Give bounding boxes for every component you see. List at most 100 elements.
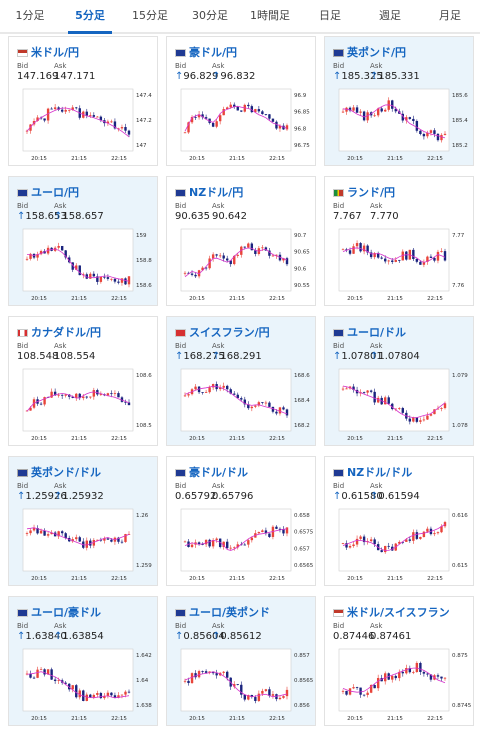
candle-up (183, 272, 187, 274)
pair-name: 豪ドル/円 (189, 46, 238, 59)
candle-up (433, 533, 436, 535)
candle-up (43, 397, 46, 405)
currency-card[interactable]: NZドル/ドル Bid Ask ↑0.61580 ↑0.61594 0.616 0.615 2… (324, 456, 474, 586)
pair-title-link[interactable]: スイスフラン/円 (175, 324, 270, 339)
currency-card[interactable]: 米ドル/スイスフラン Bid Ask 0.87446 0.87461 0.875 0.874… (324, 596, 474, 726)
pair-title-link[interactable]: ユーロ/ドル (333, 324, 406, 339)
pair-title-link[interactable]: 豪ドル/ドル (175, 464, 248, 479)
currency-card[interactable]: NZドル/円 Bid Ask 90.635 90.642 90.7 90.65 90.6 90.… (166, 176, 316, 306)
bid-label: Bid (333, 202, 345, 210)
x-tick-label: 20:15 (347, 436, 363, 442)
mini-candlestick-chart[interactable]: 159 158.8 158.6 20:15 21:15 22:15 (11, 223, 157, 305)
candle-down (194, 274, 197, 277)
candle-down (117, 537, 120, 542)
ask-price: ↑185.331 (370, 71, 420, 82)
candle-down (99, 116, 103, 121)
mini-candlestick-chart[interactable]: 1.079 1.078 20:15 21:15 22:15 (327, 363, 473, 445)
pair-name: 英ポンド/ドル (31, 466, 102, 479)
y-tick-label: 168.4 (294, 398, 310, 404)
currency-card[interactable]: ランド/円 Bid Ask 7.767 7.770 7.77 7.76 20:15 21:15 2… (324, 176, 474, 306)
candle-down (412, 118, 415, 122)
mini-candlestick-chart[interactable]: 168.6 168.4 168.2 20:15 21:15 22:15 (169, 363, 315, 445)
candle-down (355, 107, 359, 113)
ask-price: 90.642 (212, 211, 247, 222)
currency-card[interactable]: スイスフラン/円 Bid Ask ↑168.275 ↑168.291 168.6 168.4… (166, 316, 316, 446)
candle-down (215, 673, 218, 676)
tab-1[interactable]: 5分足 (60, 0, 120, 34)
candle-up (25, 533, 29, 534)
tab-0[interactable]: 1分足 (15, 9, 45, 22)
bid-price: ↑158.653 (17, 211, 67, 222)
pair-title-link[interactable]: NZドル/円 (175, 184, 243, 199)
candle-down (394, 108, 397, 112)
ask-label: Ask (370, 482, 383, 490)
currency-card[interactable]: カナダドル/円 Bid Ask 108.548 108.554 108.6 108.5 20:… (8, 316, 158, 446)
pair-title-link[interactable]: ユーロ/円 (17, 184, 79, 199)
tab-2[interactable]: 15分足 (132, 9, 168, 22)
y-tick-label: 90.55 (294, 283, 310, 289)
candle-up (46, 108, 50, 121)
y-tick-label: 0.856 (294, 703, 310, 709)
candle-down (229, 389, 232, 394)
pair-title-link[interactable]: 豪ドル/円 (175, 44, 238, 59)
flag-us-icon (333, 609, 344, 617)
pair-title-link[interactable]: 米ドル/スイスフラン (333, 604, 450, 619)
pair-title-link[interactable]: ユーロ/英ポンド (175, 604, 270, 619)
moving-average-line (26, 248, 130, 282)
mini-candlestick-chart[interactable]: 1.642 1.64 1.638 20:15 21:15 22:15 (11, 643, 157, 725)
tab-5[interactable]: 日足 (319, 9, 341, 22)
y-tick-label: 90.6 (294, 266, 307, 272)
tab-4[interactable]: 1時間足 (250, 9, 290, 22)
mini-candlestick-chart[interactable]: 90.7 90.65 90.6 90.55 20:15 21:15 22:15 (169, 223, 315, 305)
ask-label: Ask (54, 342, 67, 350)
mini-candlestick-chart[interactable]: 0.857 0.8565 0.856 20:15 21:15 22:15 (169, 643, 315, 725)
candle-down (415, 417, 419, 422)
mini-candlestick-chart[interactable]: 0.658 0.6575 0.657 0.6565 20:15 21:15 22:15 (169, 503, 315, 585)
tab-7[interactable]: 月足 (439, 9, 461, 22)
pair-title-link[interactable]: カナダドル/円 (17, 324, 101, 339)
currency-card[interactable]: 米ドル/円 Bid Ask 147.169 147.171 147.4 147.2 147 20… (8, 36, 158, 166)
pair-title-link[interactable]: NZドル/ドル (333, 464, 412, 479)
ask-label: Ask (54, 202, 67, 210)
candle-up (103, 695, 106, 699)
currency-card[interactable]: 英ポンド/ドル Bid Ask ↑1.25926 ↑1.25932 1.26 1.259 20… (8, 456, 158, 586)
currency-card[interactable]: ユーロ/英ポンド Bid Ask ↑0.85604 ↑0.85612 0.857 0.856… (166, 596, 316, 726)
candle-up (394, 259, 397, 262)
currency-card[interactable]: 豪ドル/円 Bid Ask ↑96.829 ↑96.832 96.9 96.85 96.8 96… (166, 36, 316, 166)
tab-6[interactable]: 週足 (379, 9, 401, 22)
currency-card[interactable]: ユーロ/豪ドル Bid Ask ↑1.63840 ↑1.63854 1.642 1.64 1.… (8, 596, 158, 726)
pair-title-link[interactable]: 英ポンド/円 (333, 44, 406, 59)
candle-down (78, 393, 81, 399)
x-tick-label: 22:15 (427, 576, 443, 582)
candle-down (96, 276, 99, 282)
candle-up (278, 407, 282, 414)
mini-candlestick-chart[interactable]: 7.77 7.76 20:15 21:15 22:15 (327, 223, 473, 305)
currency-card[interactable]: ユーロ/ドル Bid Ask ↑1.07801 ↑1.07804 1.079 1.078 20… (324, 316, 474, 446)
mini-candlestick-chart[interactable]: 0.616 0.615 20:15 21:15 22:15 (327, 503, 473, 585)
pair-title-link[interactable]: 英ポンド/ドル (17, 464, 102, 479)
mini-candlestick-chart[interactable]: 96.9 96.85 96.8 96.75 20:15 21:15 22:15 (169, 83, 315, 165)
timeframe-tab-bar: 1分足 5分足 15分足 30分足 1時間足 日足 週足 月足 (0, 0, 480, 34)
pair-title-link[interactable]: ランド/円 (333, 184, 395, 199)
pair-title-link[interactable]: 米ドル/円 (17, 44, 79, 59)
candle-down (440, 676, 443, 679)
candle-up (398, 408, 401, 409)
bid-label: Bid (333, 342, 345, 350)
pair-title-link[interactable]: ユーロ/豪ドル (17, 604, 101, 619)
currency-card[interactable]: 豪ドル/ドル Bid Ask 0.65792 0.65796 0.658 0.6575 0.6… (166, 456, 316, 586)
mini-candlestick-chart[interactable]: 147.4 147.2 147 20:15 21:15 22:15 (11, 83, 157, 165)
candle-down (380, 550, 383, 553)
mini-candlestick-chart[interactable]: 0.875 0.8745 20:15 21:15 22:15 (327, 643, 473, 725)
currency-card[interactable]: 英ポンド/円 Bid Ask ↑185.325 ↑185.331 185.6 185.4 18… (324, 36, 474, 166)
mini-candlestick-chart[interactable]: 108.6 108.5 20:15 21:15 22:15 (11, 363, 157, 445)
tab-3[interactable]: 30分足 (192, 9, 228, 22)
mini-candlestick-chart[interactable]: 185.6 185.4 185.2 20:15 21:15 22:15 (327, 83, 473, 165)
candle-down (53, 391, 57, 396)
candle-up (426, 415, 429, 420)
mini-candlestick-chart[interactable]: 1.26 1.259 20:15 21:15 22:15 (11, 503, 157, 585)
candle-down (226, 385, 229, 390)
candle-down (250, 106, 254, 113)
currency-card[interactable]: ユーロ/円 Bid Ask ↑158.653 ↑158.657 159 158.8 158.6… (8, 176, 158, 306)
candle-down (117, 393, 120, 398)
x-tick-label: 20:15 (189, 296, 205, 302)
